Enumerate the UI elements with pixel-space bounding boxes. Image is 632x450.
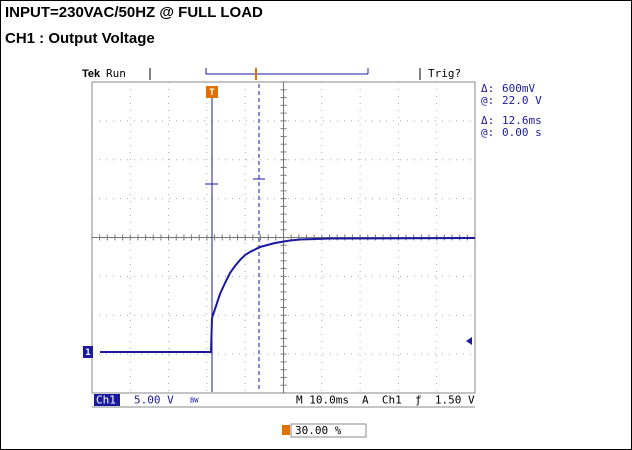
trigger-setting: A Ch1 ƒ 1.50 V <box>362 394 475 407</box>
readout-value: 22.0 V <box>502 94 542 107</box>
ground-marker <box>83 346 93 358</box>
waveform <box>100 237 476 353</box>
trigger-level <box>466 337 472 345</box>
readout-symbol: Δ: <box>481 82 494 95</box>
volts-per-div: 5.00 V <box>134 394 174 407</box>
ground-marker-label: 1 <box>85 348 90 358</box>
trigger-state: Trig? <box>428 67 461 80</box>
readout-value: 600mV <box>502 82 535 95</box>
readout-symbol: @: <box>481 126 494 139</box>
bandwidth: BW <box>190 397 199 405</box>
trigger-pos-marker <box>282 425 290 435</box>
channel: Ch1 <box>96 394 116 407</box>
readout-value: 12.6ms <box>502 114 542 127</box>
title: INPUT=230VAC/50HZ @ FULL LOAD <box>5 4 263 21</box>
scope-screen: Tek Run Trig? T 1 Δ: 600mV @: 22.0 V Δ: … <box>82 67 542 438</box>
subtitle: CH1 : Output Voltage <box>5 30 155 47</box>
trigger-pos-box <box>290 423 367 438</box>
brand: Tek <box>82 68 101 80</box>
timebase: M 10.0ms <box>296 394 349 407</box>
trigger-marker-label: T <box>209 88 215 98</box>
trigger-position: 30.00 % <box>295 424 342 437</box>
readout-value: 0.00 s <box>502 126 542 139</box>
readout-symbol: @: <box>481 94 494 107</box>
record-bar <box>205 68 369 75</box>
trigger-marker <box>206 86 218 98</box>
status: Run <box>106 67 126 80</box>
channel-badge <box>94 394 120 406</box>
readout-symbol: Δ: <box>481 114 494 127</box>
